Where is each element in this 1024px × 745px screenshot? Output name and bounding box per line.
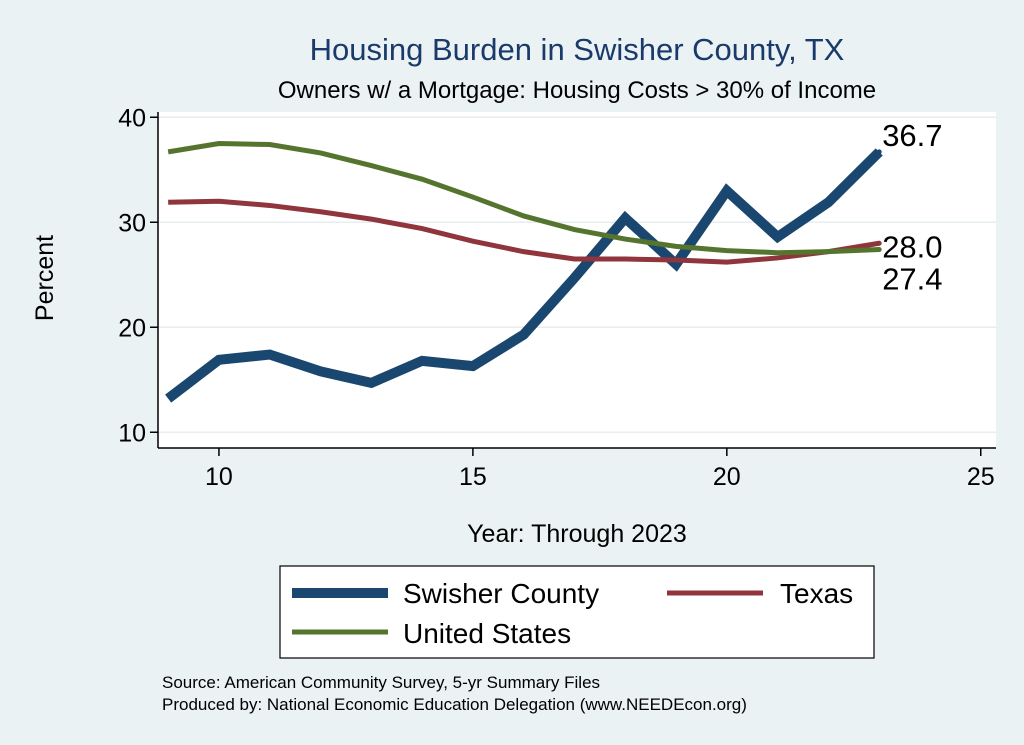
x-axis-ticks: 10 15 20 25 — [205, 448, 995, 491]
x-tick-label: 15 — [459, 463, 487, 491]
end-label: 28.0 — [882, 229, 942, 264]
x-axis-title: Year: Through 2023 — [467, 520, 687, 548]
y-tick-label: 10 — [118, 419, 146, 447]
series-layer — [165, 140, 883, 403]
y-tick-label: 20 — [118, 314, 146, 342]
series-end-point — [876, 149, 882, 155]
end-label: 27.4 — [882, 262, 942, 297]
end-label: 36.7 — [882, 118, 942, 153]
gridlines — [158, 116, 996, 433]
legend-label: Texas — [780, 578, 853, 609]
source-line-2: Produced by: National Economic Education… — [162, 695, 747, 714]
source-line-1: Source: American Community Survey, 5-yr … — [162, 673, 600, 692]
series-line-texas — [168, 198, 880, 265]
series-line-united-states — [167, 140, 880, 256]
legend-label: United States — [403, 618, 571, 649]
chart-subtitle: Owners w/ a Mortgage: Housing Costs > 30… — [278, 77, 876, 104]
legend-box — [279, 565, 875, 659]
legend-label: Swisher County — [403, 578, 599, 609]
chart-title: Housing Burden in Swisher County, TX — [310, 32, 845, 67]
y-tick-label: 40 — [118, 104, 146, 132]
x-tick-label: 25 — [967, 463, 995, 491]
legend: Swisher County Texas United States — [292, 578, 853, 649]
series-line-swisher-county — [165, 148, 883, 403]
end-labels: 36.7 28.027.4 — [882, 118, 942, 297]
series-end-point — [876, 240, 882, 246]
y-axis-ticks: 10 20 30 40 — [118, 104, 158, 447]
y-axis-title: Percent — [31, 235, 59, 321]
y-tick-label: 30 — [118, 209, 146, 237]
x-tick-label: 20 — [713, 463, 741, 491]
x-tick-label: 10 — [205, 463, 233, 491]
series-end-point — [876, 247, 882, 253]
